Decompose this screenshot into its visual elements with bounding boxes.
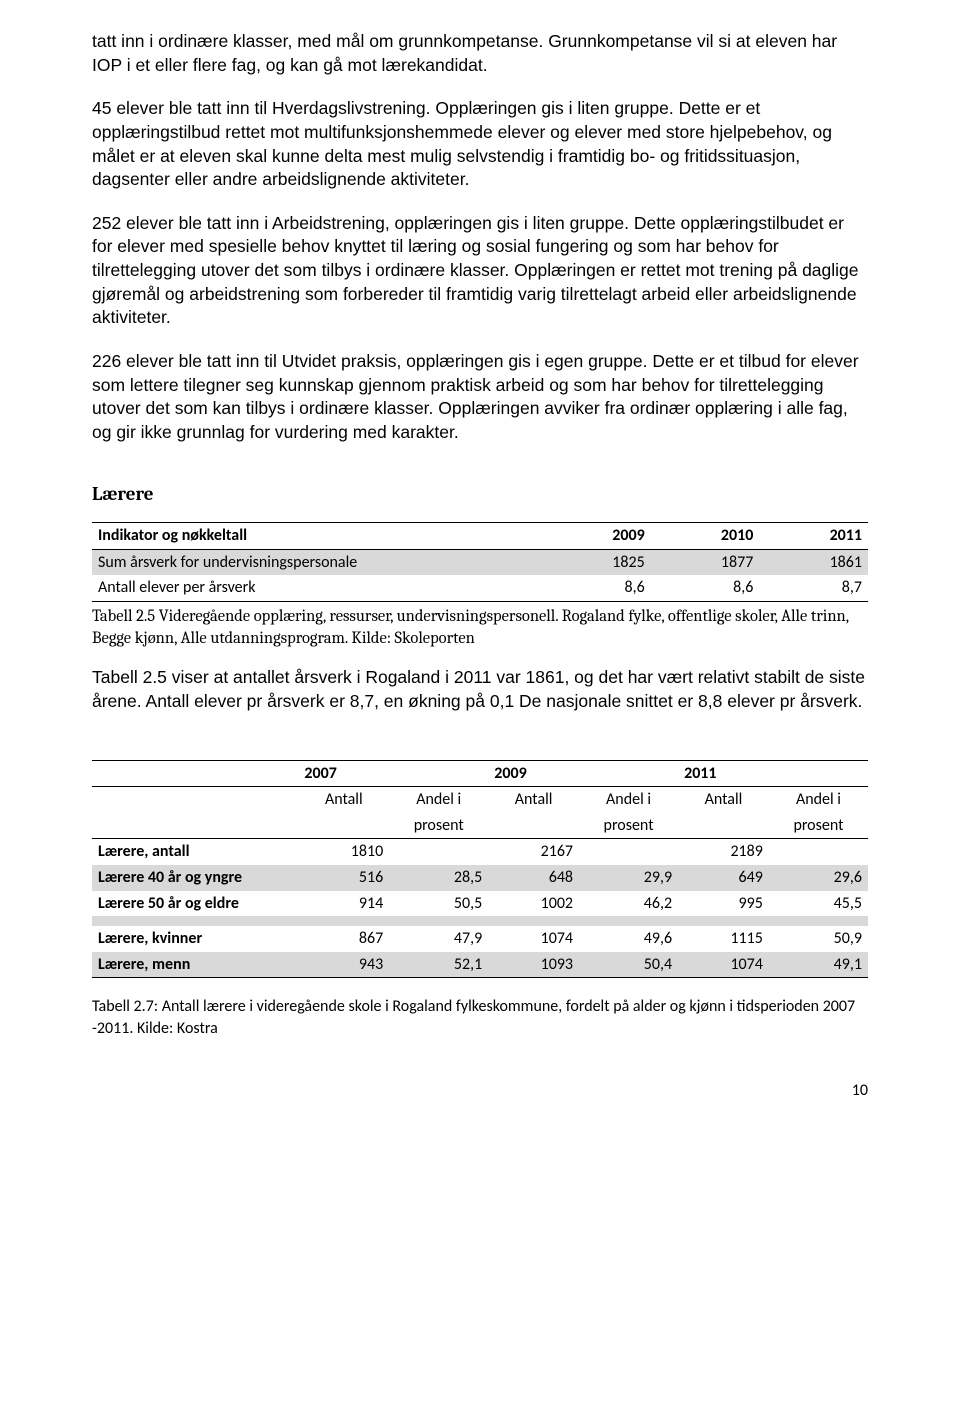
sub-header: prosent [389, 813, 488, 839]
cell: 995 [678, 891, 769, 917]
cell: 29,6 [769, 865, 868, 891]
cell: 648 [488, 865, 579, 891]
cell: 45,5 [769, 891, 868, 917]
col-header: 2011 [759, 523, 868, 550]
sub-header: Antall [298, 787, 389, 813]
cell: 914 [298, 891, 389, 917]
sub-header: Andel i [769, 787, 868, 813]
cell: 50,5 [389, 891, 488, 917]
cell: 47,9 [389, 926, 488, 952]
cell: 867 [298, 926, 389, 952]
row-label: Lærere 40 år og yngre [92, 865, 298, 891]
heading-laerere: Lærere [92, 482, 868, 508]
year-header: 2011 [678, 760, 868, 787]
cell: 50,9 [769, 926, 868, 952]
paragraph: 252 elever ble tatt inn i Arbeidstrening… [92, 212, 868, 330]
sub-header: Andel i [389, 787, 488, 813]
cell: 516 [298, 865, 389, 891]
sub-header: prosent [579, 813, 678, 839]
sub-header: Antall [678, 787, 769, 813]
cell: 49,1 [769, 952, 868, 978]
sub-header: Andel i [579, 787, 678, 813]
cell: 1877 [651, 549, 760, 575]
cell: 1825 [542, 549, 651, 575]
sub-header: Antall [488, 787, 579, 813]
cell [579, 839, 678, 865]
row-label: Lærere, kvinner [92, 926, 298, 952]
cell: 649 [678, 865, 769, 891]
cell: 1810 [298, 839, 389, 865]
col-header: 2010 [651, 523, 760, 550]
cell [389, 839, 488, 865]
cell: 29,9 [579, 865, 678, 891]
cell: 2167 [488, 839, 579, 865]
paragraph: 226 elever ble tatt inn til Utvidet prak… [92, 350, 868, 445]
cell: 1093 [488, 952, 579, 978]
cell: 1115 [678, 926, 769, 952]
cell: 28,5 [389, 865, 488, 891]
table-caption-2-7: Tabell 2.7: Antall lærere i videregående… [92, 996, 868, 1039]
cell: 49,6 [579, 926, 678, 952]
cell: 1002 [488, 891, 579, 917]
row-label: Lærere, antall [92, 839, 298, 865]
paragraph: Tabell 2.5 viser at antallet årsverk i R… [92, 666, 868, 713]
table-2-5: Indikator og nøkkeltall 2009 2010 2011 S… [92, 522, 868, 602]
table-caption-2-5: Tabell 2.5 Videregående opplæring, ressu… [92, 606, 868, 651]
cell: 8,6 [542, 575, 651, 601]
cell: 50,4 [579, 952, 678, 978]
cell: 1074 [488, 926, 579, 952]
table-2-7: 2007 2009 2011 Antall Andel i Antall And… [92, 760, 868, 979]
year-header: 2009 [488, 760, 678, 787]
row-label: Lærere, menn [92, 952, 298, 978]
cell: 8,7 [759, 575, 868, 601]
page-number: 10 [92, 1080, 868, 1102]
cell: 1074 [678, 952, 769, 978]
cell: 8,6 [651, 575, 760, 601]
paragraph: tatt inn i ordinære klasser, med mål om … [92, 30, 868, 77]
cell: 2189 [678, 839, 769, 865]
col-header: Indikator og nøkkeltall [92, 523, 542, 550]
cell [769, 839, 868, 865]
row-label: Lærere 50 år og eldre [92, 891, 298, 917]
cell: Sum årsverk for undervisningspersonale [92, 549, 542, 575]
sub-header: prosent [769, 813, 868, 839]
col-header: 2009 [542, 523, 651, 550]
cell: Antall elever per årsverk [92, 575, 542, 601]
cell: 46,2 [579, 891, 678, 917]
year-header: 2007 [298, 760, 488, 787]
cell: 1861 [759, 549, 868, 575]
cell: 943 [298, 952, 389, 978]
paragraph: 45 elever ble tatt inn til Hverdagslivst… [92, 97, 868, 192]
cell: 52,1 [389, 952, 488, 978]
